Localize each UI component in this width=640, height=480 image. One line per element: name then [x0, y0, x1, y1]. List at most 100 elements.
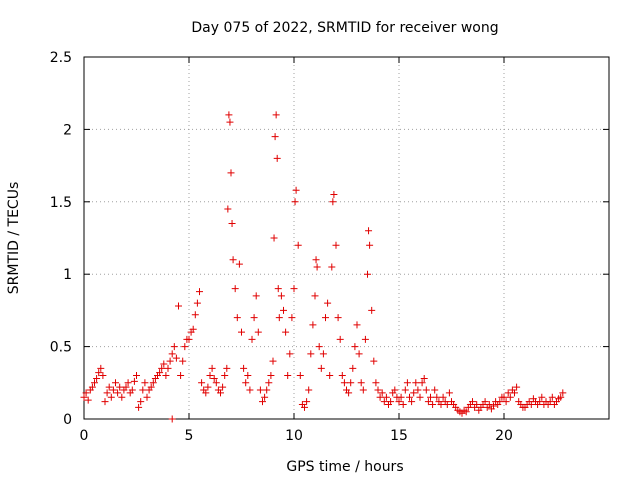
data-point: [433, 393, 441, 401]
data-point: [244, 372, 252, 380]
data-point: [366, 241, 374, 249]
data-point: [469, 398, 476, 406]
data-point: [538, 393, 546, 401]
data-point: [277, 292, 285, 300]
data-point: [326, 372, 334, 380]
data-point: [84, 396, 92, 404]
data-point: [370, 357, 378, 365]
data-point: [272, 111, 280, 119]
axis-ticks: [83, 56, 609, 420]
data-point: [286, 350, 294, 358]
data-point: [229, 256, 237, 264]
grid-lines: [84, 57, 609, 419]
chart-title: Day 075 of 2022, SRMTID for receiver won…: [191, 20, 498, 36]
data-point: [147, 383, 155, 391]
data-point: [500, 393, 508, 401]
data-point: [189, 325, 197, 333]
data-point: [429, 401, 437, 409]
data-point: [137, 398, 145, 406]
y-tick-labels: 0 0.5 1 1.5 2 2.5: [50, 50, 72, 428]
data-point: [511, 389, 518, 397]
data-point: [496, 398, 504, 406]
data-point: [101, 398, 109, 406]
data-point: [317, 364, 325, 372]
data-point: [162, 372, 170, 380]
data-point: [401, 386, 409, 394]
data-point: [135, 403, 143, 411]
data-point: [118, 393, 126, 401]
data-point: [208, 364, 216, 372]
data-point: [170, 343, 178, 351]
data-point: [536, 398, 544, 406]
data-point: [338, 372, 346, 380]
data-point: [212, 379, 220, 387]
data-point: [513, 383, 521, 391]
data-point: [445, 389, 453, 397]
data-point: [410, 389, 418, 397]
data-point: [319, 350, 327, 358]
data-point: [284, 372, 292, 380]
data-point: [227, 169, 235, 177]
data-point: [267, 372, 275, 380]
data-point: [99, 372, 107, 380]
data-point: [387, 398, 395, 406]
data-point: [116, 383, 124, 391]
data-point: [130, 377, 138, 385]
data-point: [408, 398, 416, 406]
data-point: [315, 343, 323, 351]
data-point: [168, 350, 176, 358]
y-tick-label: 2: [63, 122, 72, 138]
data-point: [439, 393, 447, 401]
data-point: [485, 401, 493, 409]
data-point: [261, 393, 269, 401]
data-point: [546, 398, 554, 406]
data-point: [296, 372, 304, 380]
data-point: [490, 402, 497, 410]
data-point: [164, 364, 172, 372]
data-point: [143, 393, 151, 401]
data-point: [196, 288, 203, 296]
data-point: [351, 343, 359, 351]
data-point: [312, 256, 320, 264]
data-point: [382, 393, 390, 401]
data-point: [217, 389, 224, 397]
data-point: [252, 292, 260, 300]
data-point: [270, 234, 278, 242]
data-point: [107, 393, 115, 401]
data-point: [301, 403, 308, 411]
data-point: [365, 227, 373, 235]
data-point: [210, 374, 218, 382]
data-point: [368, 306, 376, 314]
data-point: [238, 328, 245, 336]
data-point: [198, 379, 206, 387]
data-point: [309, 321, 317, 329]
data-point: [91, 379, 98, 387]
data-point: [397, 393, 405, 401]
data-point: [204, 383, 212, 391]
data-point: [124, 379, 132, 387]
data-point: [559, 389, 567, 397]
data-point: [416, 393, 424, 401]
x-tick-labels: 0 5 10 15 20: [80, 428, 513, 444]
data-point: [291, 198, 299, 206]
data-point: [418, 379, 426, 387]
data-point: [414, 386, 422, 394]
data-point: [437, 401, 445, 409]
data-point: [141, 379, 149, 387]
data-point: [103, 389, 111, 397]
y-tick-label: 0.5: [50, 340, 72, 356]
data-point: [353, 321, 361, 329]
data-point: [269, 357, 277, 365]
data-point: [504, 389, 512, 397]
data-point: [406, 393, 413, 401]
data-point: [95, 369, 103, 377]
data-point: [364, 270, 371, 278]
data-point: [97, 364, 105, 372]
data-point: [226, 118, 234, 126]
data-point: [280, 306, 287, 314]
data-point: [399, 401, 407, 409]
data-point: [240, 364, 248, 372]
data-point: [133, 372, 140, 380]
data-point: [403, 379, 411, 387]
